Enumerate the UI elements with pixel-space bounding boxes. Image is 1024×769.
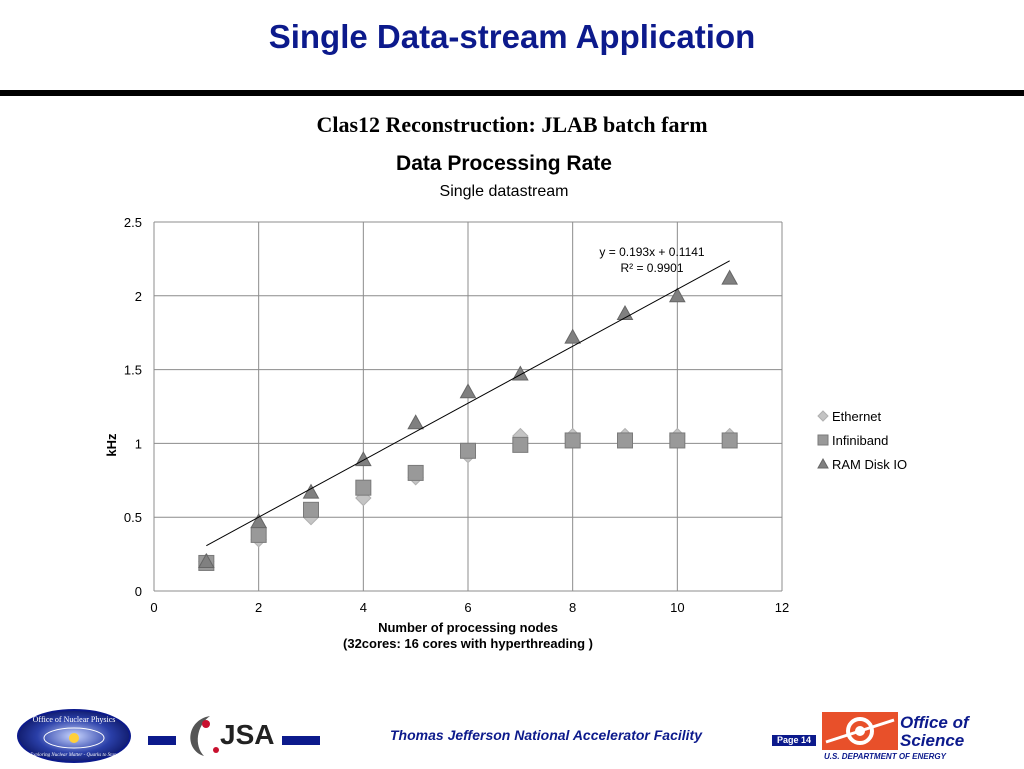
data-point <box>721 432 738 449</box>
chart-series-marks <box>197 269 739 571</box>
data-point <box>355 479 372 496</box>
y-tick-label: 2 <box>135 289 142 304</box>
legend-marker <box>817 410 829 422</box>
nuclear-physics-logo-text: Office of Nuclear Physics <box>33 715 116 724</box>
data-point <box>669 432 686 449</box>
x-tick-label: 12 <box>775 600 789 615</box>
y-tick-label: 2.5 <box>124 215 142 230</box>
x-axis-label-note: (32cores: 16 cores with hyperthreading ) <box>343 636 593 651</box>
y-axis-label: kHz <box>104 433 119 457</box>
legend-marker <box>817 434 829 446</box>
jsa-logo: JSA <box>180 710 280 767</box>
chart-legend: Ethernet Infiniband RAM Disk IO <box>817 409 907 472</box>
office-of-science-line2: Science <box>900 731 965 750</box>
data-point <box>617 432 633 449</box>
x-axis-label: Number of processing nodes <box>378 620 558 635</box>
y-tick-label: 0.5 <box>124 510 142 525</box>
slide-title: Single Data-stream Application <box>268 18 756 55</box>
x-tick-label: 6 <box>464 600 471 615</box>
doe-subtitle: U.S. DEPARTMENT OF ENERGY <box>824 752 946 761</box>
chart-tick-labels: 0 2 4 6 8 10 12 0 0.5 1 1.5 2 2.5 <box>124 215 789 615</box>
chart-axes <box>153 222 782 592</box>
chart-gridlines <box>154 221 783 591</box>
data-point <box>250 513 268 529</box>
y-tick-label: 1.5 <box>124 363 142 378</box>
legend-label: Infiniband <box>832 433 888 448</box>
footer-bar-left <box>148 736 176 745</box>
chart-subtitle: Single datastream <box>440 183 569 200</box>
data-point <box>302 483 320 499</box>
x-tick-label: 2 <box>255 600 262 615</box>
data-point <box>197 552 215 568</box>
data-point <box>721 269 739 285</box>
y-tick-label: 1 <box>135 436 142 451</box>
trendline-equation: y = 0.193x + 0.1141 <box>599 245 705 259</box>
y-tick-label: 0 <box>135 584 142 599</box>
data-point <box>564 432 581 449</box>
office-of-science-line1: Office of <box>900 713 969 732</box>
series-infiniband <box>198 432 738 571</box>
legend-label: Ethernet <box>832 409 882 424</box>
data-processing-rate-chart: Data Processing Rate Single datastream 0… <box>104 152 907 651</box>
office-of-science-logo <box>822 712 898 755</box>
chart-title: Data Processing Rate <box>396 152 612 175</box>
data-point <box>460 442 476 459</box>
data-point <box>303 501 319 518</box>
data-point <box>512 436 529 453</box>
page-number: Page 14 <box>772 735 816 746</box>
x-tick-label: 10 <box>670 600 684 615</box>
footer-bar-mid <box>282 736 320 745</box>
title-divider <box>0 90 1024 96</box>
data-point <box>459 383 477 399</box>
footer-facility-name: Thomas Jefferson National Accelerator Fa… <box>390 727 702 743</box>
trendline <box>206 260 730 547</box>
x-tick-label: 4 <box>360 600 367 615</box>
nuclear-physics-logo-tagline: Exploring Nuclear Matter - Quarks to Sta… <box>29 753 118 758</box>
nuclear-physics-logo: Office of Nuclear Physics Exploring Nucl… <box>14 708 134 769</box>
office-of-science-wordmark: Office of Science <box>900 714 969 750</box>
jsa-logo-text: JSA <box>220 719 274 750</box>
data-point <box>250 526 267 543</box>
legend-marker <box>817 457 829 469</box>
data-point <box>407 464 424 481</box>
x-tick-label: 0 <box>150 600 157 615</box>
trendline-r2: R² = 0.9901 <box>620 261 683 275</box>
slide-subtitle: Clas12 Reconstruction: JLAB batch farm <box>316 112 708 137</box>
data-point <box>564 328 582 344</box>
legend-label: RAM Disk IO <box>832 457 907 472</box>
x-tick-label: 8 <box>569 600 576 615</box>
data-point <box>407 414 425 430</box>
data-point <box>668 287 686 303</box>
